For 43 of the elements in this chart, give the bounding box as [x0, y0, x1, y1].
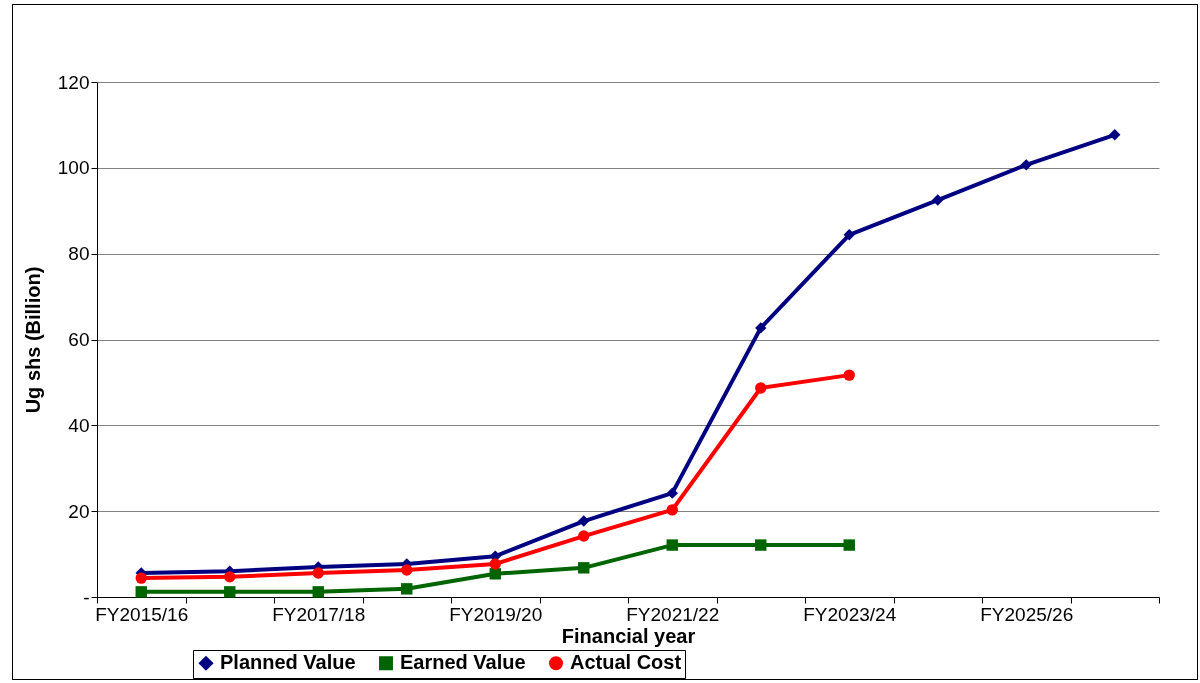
point — [489, 558, 501, 570]
point — [401, 583, 413, 595]
x-axis-title: Financial year — [561, 624, 696, 647]
legend-label: Planned Value — [220, 651, 356, 674]
y-tick-label: - — [83, 586, 90, 608]
point — [843, 539, 855, 551]
y-tick-label: 100 — [57, 157, 90, 179]
point — [312, 567, 324, 579]
legend-label: Actual Cost — [570, 651, 682, 674]
point — [755, 539, 767, 551]
point — [666, 539, 678, 551]
x-tick-label: FY2025/26 — [980, 603, 1074, 625]
point — [224, 586, 236, 598]
point — [135, 586, 147, 598]
point — [224, 571, 236, 583]
point — [1020, 159, 1032, 171]
x-tick-label: FY2017/18 — [272, 603, 366, 625]
y-tick-label: 60 — [68, 329, 90, 350]
point — [666, 504, 678, 516]
point — [843, 369, 855, 381]
point — [755, 322, 767, 334]
point — [135, 572, 147, 584]
x-tick-label: FY2021/22 — [626, 603, 720, 625]
point — [401, 564, 413, 576]
point — [843, 229, 855, 241]
point — [578, 515, 590, 527]
y-tick-label: 20 — [68, 500, 90, 522]
point — [578, 562, 590, 574]
point — [489, 568, 501, 580]
point — [578, 530, 590, 542]
y-axis-title: Ug shs (Billion) — [21, 266, 44, 414]
y-tick-label: 80 — [68, 243, 90, 265]
y-tick-label: 40 — [68, 414, 90, 436]
x-tick-label: FY2023/24 — [803, 603, 897, 625]
legend-label: Earned Value — [400, 651, 526, 674]
point — [312, 586, 324, 598]
point — [1109, 129, 1121, 141]
point — [755, 382, 767, 394]
y-tick-label: 120 — [57, 71, 90, 93]
x-tick-label: FY2019/20 — [449, 603, 543, 625]
point — [932, 194, 944, 206]
x-tick-label: FY2015/16 — [95, 603, 189, 625]
point — [666, 487, 678, 499]
